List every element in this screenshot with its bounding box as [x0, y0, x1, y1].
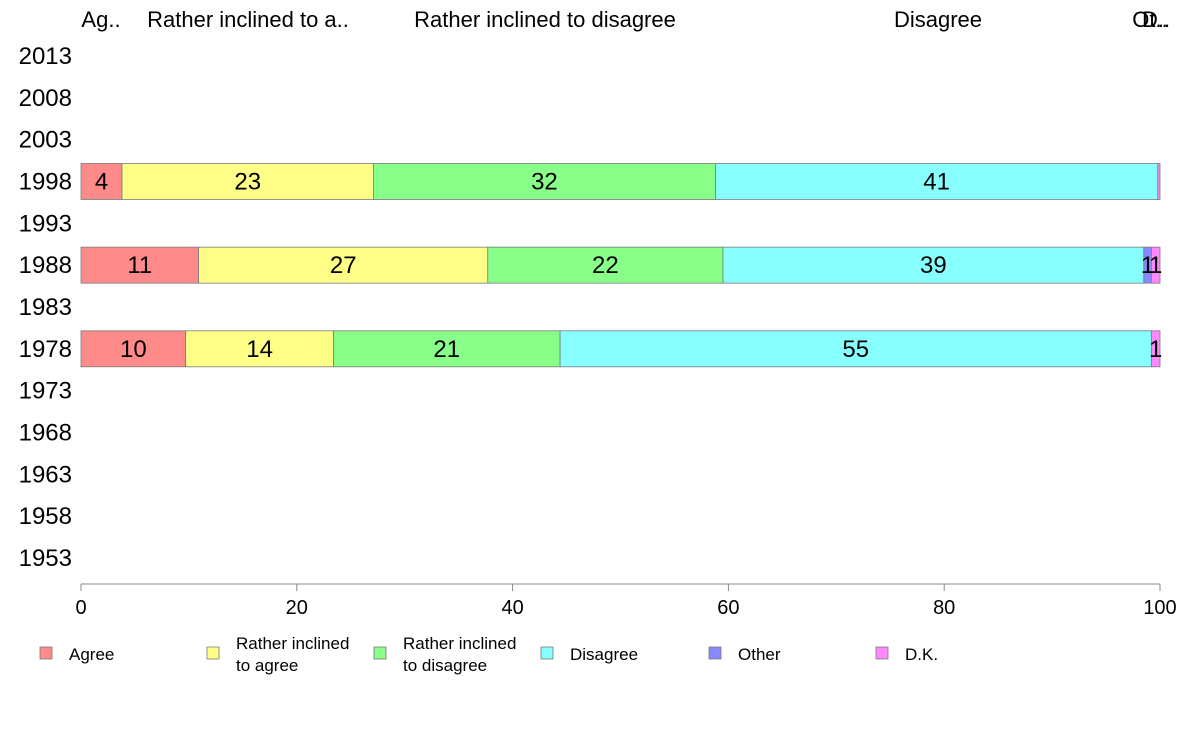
bar-segment: [333, 330, 561, 368]
legend-swatch: [206, 646, 220, 660]
legend-swatch: [708, 646, 722, 660]
year-label: 1988: [19, 252, 72, 279]
legend-label: Other: [738, 645, 781, 664]
legend-label: Rather inclined: [236, 634, 349, 653]
bar-segment: [559, 330, 1152, 368]
year-label: 1973: [19, 378, 72, 405]
bar-value-label: 55: [842, 336, 869, 363]
bar-value-label: 1: [1149, 336, 1162, 363]
year-label: 1983: [19, 294, 72, 321]
legend-label: Agree: [69, 645, 114, 664]
bar-value-label: 22: [592, 252, 619, 279]
x-tick-label: 100: [1143, 597, 1176, 619]
bar-value-label: 27: [330, 252, 357, 279]
bar-value-label: 32: [531, 168, 558, 195]
bar-value-label: 23: [234, 168, 261, 195]
bar-segment: [722, 246, 1145, 284]
x-tick-label: 0: [75, 597, 86, 619]
top-category-label: Ag..: [81, 7, 120, 32]
bar-segment: [80, 330, 187, 368]
legend-swatch: [39, 646, 53, 660]
bar-value-label: 4: [95, 168, 108, 195]
top-category-label: Rather inclined to disagree: [414, 7, 676, 32]
bar-segment: [1150, 246, 1161, 284]
year-label: 1953: [19, 545, 72, 572]
top-category-label: Ot..: [1132, 7, 1167, 32]
legend-label: to agree: [236, 656, 298, 675]
year-label: 2003: [19, 127, 72, 154]
bar-segment: [80, 246, 200, 284]
year-label: 1998: [19, 168, 72, 195]
bar-value-label: 14: [246, 336, 273, 363]
legend-swatch: [540, 646, 554, 660]
bar-value-label: 21: [433, 336, 460, 363]
x-tick-label: 40: [501, 597, 523, 619]
top-category-label: D..: [1142, 7, 1170, 32]
bar-value-label: 1: [1149, 252, 1162, 279]
legend-label: D.K.: [905, 645, 938, 664]
year-label: 2008: [19, 85, 72, 112]
bar-segment: [80, 163, 123, 200]
year-label: 1958: [19, 503, 72, 530]
bar-segment: [715, 163, 1159, 200]
legend-label: Disagree: [570, 645, 638, 664]
legend-swatch: [373, 646, 387, 660]
bar-value-label: 10: [120, 336, 147, 363]
legend-swatch: [875, 646, 889, 660]
bar-segment: [198, 246, 489, 284]
bar-segment: [373, 163, 716, 200]
x-tick-label: 80: [933, 597, 955, 619]
year-label: 1993: [19, 210, 72, 237]
bar-segment: [1157, 163, 1161, 200]
year-label: 1963: [19, 461, 72, 488]
x-tick-label: 20: [286, 597, 308, 619]
bar-value-label: 41: [923, 168, 950, 195]
bar-segment: [121, 163, 374, 200]
x-tick-label: 60: [717, 597, 739, 619]
bar-value-label: 11: [127, 252, 152, 279]
top-category-label: Rather inclined to a..: [147, 7, 349, 32]
legend-label: to disagree: [403, 656, 487, 675]
top-category-label: Disagree: [894, 7, 982, 32]
year-label: 1968: [19, 419, 72, 446]
year-label: 1978: [19, 336, 72, 363]
bar-segment: [487, 246, 724, 284]
bar-segment: [1150, 330, 1161, 368]
bar-value-label: 39: [920, 252, 947, 279]
bar-value-label: 1: [1141, 252, 1154, 279]
year-label: 2013: [19, 43, 72, 70]
legend-label: Rather inclined: [403, 634, 516, 653]
